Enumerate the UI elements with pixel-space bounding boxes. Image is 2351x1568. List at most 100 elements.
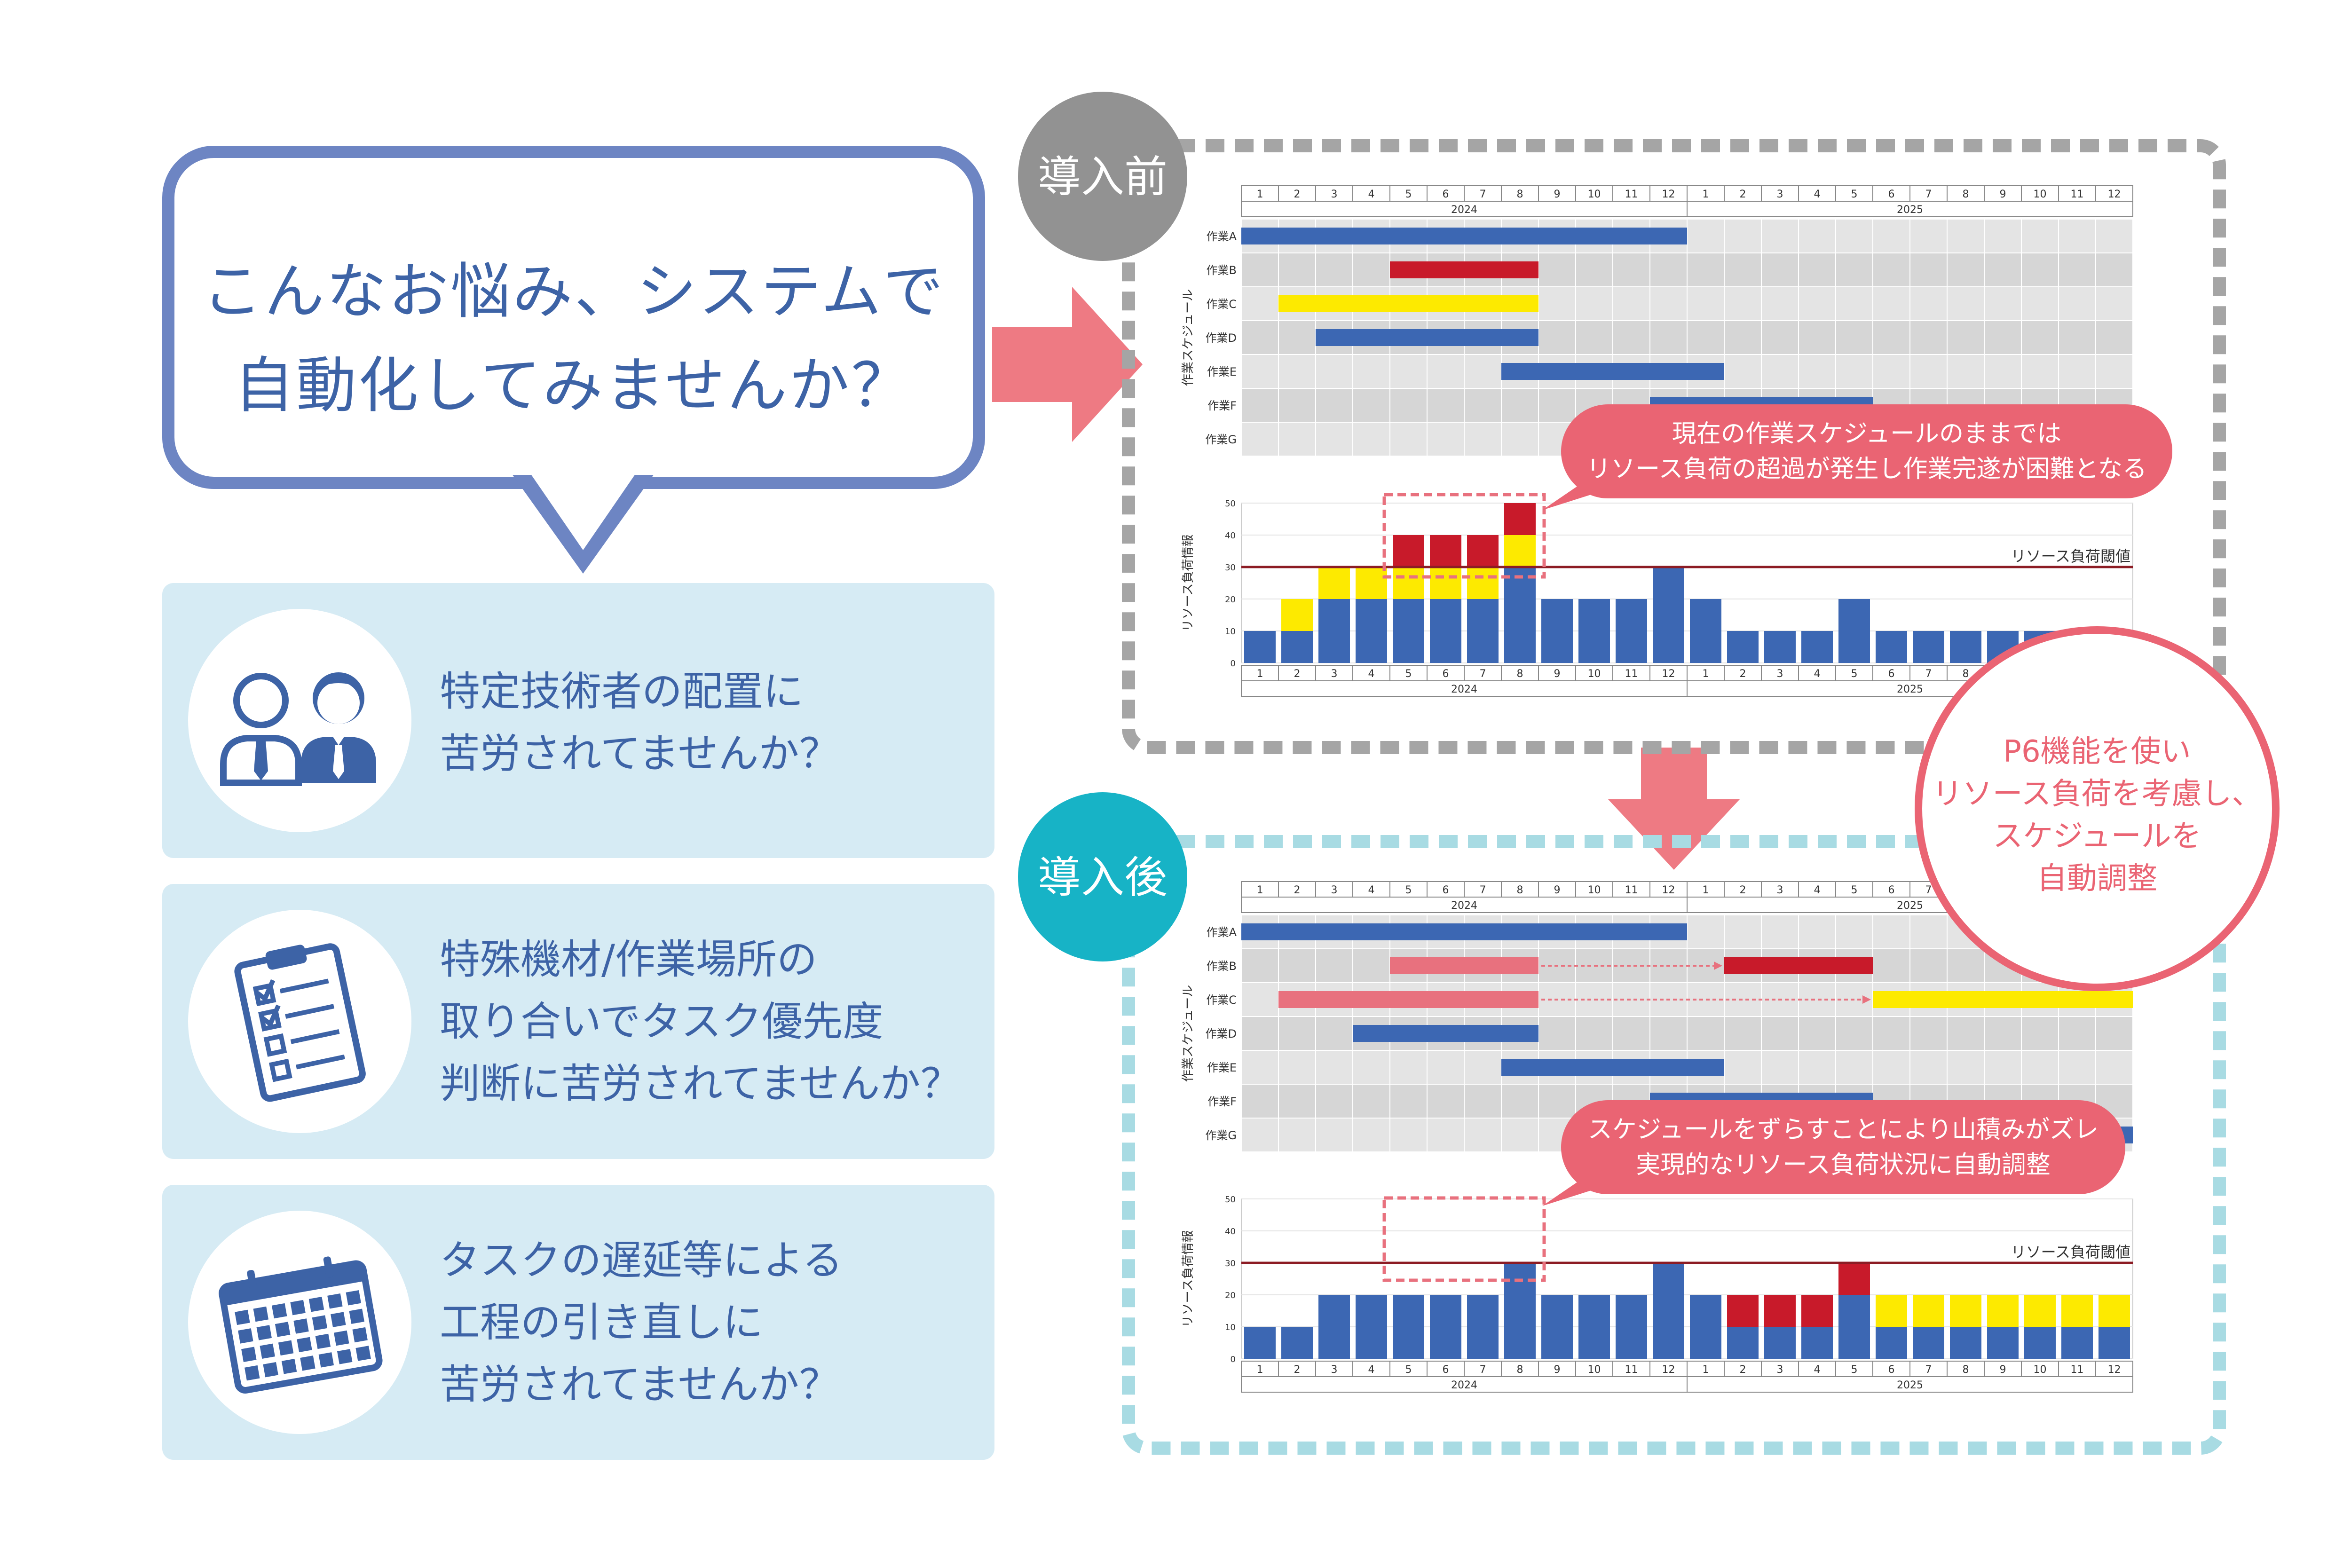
gantt-cell [1389, 1118, 1428, 1152]
gantt-cell [1872, 219, 1910, 253]
gantt-cell [1798, 219, 1836, 253]
gantt-cell [1798, 320, 1836, 355]
bottom-month-cell [1389, 665, 1428, 681]
gantt-cell [1761, 219, 1799, 253]
gantt-cell [1872, 320, 1910, 355]
gantt-cell [2021, 320, 2059, 355]
gantt-cell [1687, 286, 1725, 321]
month-label: 12 [1662, 189, 1675, 200]
gantt-cell [1687, 914, 1725, 949]
shift-arrow-head [1862, 995, 1871, 1004]
gantt-cell [1909, 1050, 1948, 1085]
gantt-cell [1798, 1016, 1836, 1051]
gantt-cell [1612, 252, 1650, 287]
bottom-month-cell [2095, 1361, 2133, 1377]
gantt-cell [1872, 1016, 1910, 1051]
concern-text-3: タスクの遅延等による 工程の引き直しに 苦労されてませんか？ [440, 1229, 843, 1416]
month-label: 12 [2108, 189, 2121, 200]
concern-1-line-1: 特定技術者の配置に [440, 668, 804, 715]
panel-after-frame [1122, 835, 2226, 1455]
gantt-cell [1501, 388, 1539, 423]
gantt-cell [1724, 320, 1762, 355]
resource-axis-label: リソース負荷情報 [1181, 535, 1195, 632]
concern-text-1: 特定技術者の配置に 苦労されてませんか？ [440, 661, 840, 785]
gantt-cell [2058, 1050, 2096, 1085]
gantt-cell [1909, 286, 1948, 321]
gantt-cell [1538, 252, 1576, 287]
month-label: 3 [1777, 884, 1783, 896]
resource-bar-segment [1616, 599, 1647, 663]
month-label: 10 [1588, 189, 1601, 200]
resource-bar-segment [1467, 567, 1499, 599]
month-label: 6 [1443, 884, 1449, 896]
concern-2-line-1: 特殊機材/作業場所の [440, 936, 817, 983]
gantt-cell [1501, 1118, 1539, 1152]
gantt-cell [1352, 1084, 1390, 1119]
bottom-month-label: 11 [1625, 668, 1638, 680]
concern-2-line-3: 判断に苦労されてませんか？ [440, 1060, 961, 1107]
gantt-cell [1761, 320, 1799, 355]
callout-after-line-2: 実現的なリソース負荷状況に自動調整 [1636, 1151, 2050, 1179]
resource-bar-segment [1913, 1327, 1944, 1359]
gantt-cell [2021, 286, 2059, 321]
resource-bar-segment [2024, 1295, 2056, 1327]
gantt-cell [1649, 286, 1688, 321]
month-label: 4 [1368, 189, 1375, 200]
before-badge: 導入前 [1018, 92, 1187, 261]
bottom-month-label: 4 [1368, 668, 1375, 680]
gantt-cell [1724, 354, 1762, 389]
bottom-year-label: 2024 [1451, 1379, 1477, 1391]
question-text: こんなお悩み、システムで 自動化してみませんか？ [174, 245, 973, 433]
gantt-bar [1316, 329, 1538, 346]
resource-bar-segment [1467, 535, 1499, 567]
bottom-month-label: 2 [1740, 668, 1746, 680]
gantt-cell [1909, 914, 1948, 949]
resource-bar-segment [1690, 1295, 1721, 1359]
bottom-month-label: 4 [1368, 1364, 1375, 1376]
feature-line-2: リソース負荷を考慮し、 [1933, 777, 2262, 812]
gantt-cell [1835, 219, 1873, 253]
calendar-cell [293, 1318, 309, 1334]
resource-bar-segment [1950, 1327, 1981, 1359]
resource-bar-segment [1430, 567, 1461, 599]
resource-bar-segment [1838, 1263, 1870, 1295]
gantt-cell [1984, 320, 2022, 355]
resource-bar-segment [1467, 1295, 1499, 1359]
bottom-month-label: 12 [2108, 1364, 2121, 1376]
gantt-cell [1278, 1084, 1316, 1119]
concern-card-1: 特定技術者の配置に 苦労されてませんか？ [162, 583, 994, 858]
task-label: 作業C [1206, 993, 1237, 1007]
calendar-cell [238, 1328, 253, 1344]
bottom-year-label: 2025 [1897, 1379, 1923, 1391]
bottom-month-cell [1909, 1361, 1948, 1377]
gantt-cell [1427, 388, 1465, 423]
gantt-cell [1241, 388, 1279, 423]
gantt-cell [2058, 286, 2096, 321]
month-label: 1 [1703, 884, 1709, 896]
month-label: 1 [1257, 189, 1263, 200]
resource-bar-segment [1541, 1295, 1573, 1359]
resource-bar-segment [1950, 1295, 1981, 1327]
y-tick-label: 10 [1225, 627, 1236, 637]
resource-bar-segment [1393, 567, 1424, 599]
gantt-cell [1947, 1050, 1985, 1085]
calendar-cell [334, 1330, 349, 1346]
gantt-cell [1872, 286, 1910, 321]
callout-after-line-1: スケジュールをずらすことにより山積みがズレ [1588, 1116, 2099, 1144]
bottom-month-label: 2 [1294, 1364, 1301, 1376]
gantt-bar [1501, 1059, 1724, 1076]
gantt-cell [1241, 252, 1279, 287]
gantt-cell [1872, 1050, 1910, 1085]
resource-bar-segment [1356, 599, 1387, 663]
gantt-cell [1649, 320, 1688, 355]
gantt-cell [1352, 422, 1390, 457]
gantt-cell [1687, 252, 1725, 287]
calendar-cell [290, 1300, 306, 1316]
month-label: 5 [1851, 189, 1858, 200]
resource-bar-segment [1801, 1327, 1833, 1359]
resource-bar-segment [1653, 1263, 1684, 1359]
task-label: 作業A [1207, 926, 1237, 939]
gantt-cell [1984, 1050, 2022, 1085]
bottom-month-label: 3 [1777, 1364, 1783, 1376]
